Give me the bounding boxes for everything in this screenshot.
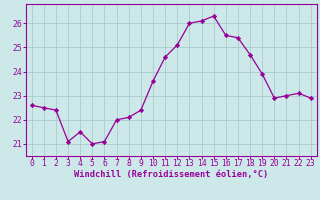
X-axis label: Windchill (Refroidissement éolien,°C): Windchill (Refroidissement éolien,°C) — [74, 170, 268, 179]
